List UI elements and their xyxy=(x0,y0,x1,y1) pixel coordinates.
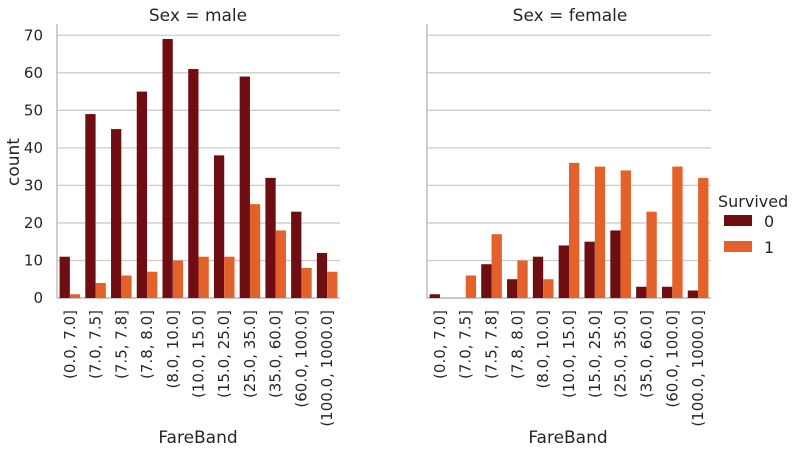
panel-title-female: Sex = female xyxy=(513,6,628,26)
y-tick-label: 30 xyxy=(24,176,43,194)
bar-1-4 xyxy=(543,279,554,298)
bar-1-3 xyxy=(147,271,158,298)
bar-0-10 xyxy=(316,252,328,298)
x-axis-label-male: FareBand xyxy=(158,428,237,448)
bar-1-8 xyxy=(275,230,286,298)
y-tick-label: 0 xyxy=(33,289,43,307)
y-tick-label: 70 xyxy=(24,26,43,44)
bar-1-7 xyxy=(620,170,631,298)
bar-0-1 xyxy=(85,114,96,299)
bar-1-9 xyxy=(672,166,683,298)
y-axis-label: count xyxy=(4,138,24,186)
bar-0-8 xyxy=(265,177,276,298)
panel-male: Sex = male count FareBand 0 10 20 30 40 50 60 7… xyxy=(4,6,340,448)
bar-1-8 xyxy=(646,211,657,298)
y-tick-label: 40 xyxy=(24,139,43,157)
x-tick-label: (7.5, 7.8] xyxy=(112,310,130,379)
y-tick-label: 10 xyxy=(24,251,43,269)
bar-1-6 xyxy=(594,166,606,298)
bar-0-9 xyxy=(661,286,673,298)
bar-0-9 xyxy=(291,211,302,298)
bar-0-3 xyxy=(136,91,148,298)
x-tick-label: (7.0, 7.5] xyxy=(87,310,105,379)
bar-1-5 xyxy=(198,256,209,298)
x-tick-label: (25.0, 35.0] xyxy=(612,310,630,398)
x-axis-label-female: FareBand xyxy=(528,428,607,448)
bar-0-7 xyxy=(610,230,621,298)
bar-0-7 xyxy=(239,76,250,298)
x-tick-label: (60.0, 100.0] xyxy=(292,310,310,408)
bar-0-2 xyxy=(111,129,122,298)
x-tick-label: (10.0, 15.0] xyxy=(560,310,578,398)
legend-label-1: 1 xyxy=(764,238,774,257)
x-tick-label: (7.0, 7.5] xyxy=(457,310,475,379)
bar-0-4 xyxy=(532,256,544,298)
bar-1-3 xyxy=(517,260,528,298)
bar-0-5 xyxy=(558,245,569,298)
bar-0-8 xyxy=(636,286,647,298)
y-tick-label: 20 xyxy=(24,214,43,232)
panel-female: Sex = female FareBand (0.0, 7.0] (7.0, 7.… xyxy=(426,6,711,448)
x-tick-label: (25.0, 35.0] xyxy=(241,310,259,398)
bar-0-3 xyxy=(507,279,518,298)
x-tick-label: (35.0, 60.0] xyxy=(637,310,655,398)
bar-0-5 xyxy=(188,69,199,298)
x-tick-label: (7.8, 8.0] xyxy=(138,310,156,379)
bar-1-2 xyxy=(121,275,132,298)
bar-1-1 xyxy=(465,275,477,298)
bar-0-6 xyxy=(213,155,225,298)
bar-0-0 xyxy=(59,256,70,298)
x-tick-label: (8.0, 10.0] xyxy=(164,310,182,389)
x-tick-label: (15.0, 25.0] xyxy=(586,310,604,398)
legend-title: Survived xyxy=(718,192,788,211)
legend-label-0: 0 xyxy=(764,212,774,231)
bar-1-1 xyxy=(95,282,106,298)
x-tick-label: (15.0, 25.0] xyxy=(215,310,233,398)
x-tick-label: (35.0, 60.0] xyxy=(267,310,285,398)
bar-1-0 xyxy=(69,294,81,298)
bar-1-5 xyxy=(569,162,580,298)
y-tick-label: 50 xyxy=(24,101,43,119)
x-tick-label: (7.8, 8.0] xyxy=(508,310,526,379)
y-tick-label: 60 xyxy=(24,64,43,82)
bar-0-6 xyxy=(584,241,595,298)
bar-1-10 xyxy=(327,271,338,298)
legend-swatch-1 xyxy=(724,241,752,252)
x-tick-label: (100.0, 1000.0] xyxy=(689,310,707,427)
bar-0-4 xyxy=(162,39,173,298)
x-tick-label: (60.0, 100.0] xyxy=(663,310,681,408)
x-tick-label: (8.0, 10.0] xyxy=(534,310,552,389)
legend: Survived 0 1 xyxy=(718,192,788,257)
x-tick-label: (0.0, 7.0] xyxy=(61,310,79,379)
bar-1-6 xyxy=(224,256,235,298)
bar-1-4 xyxy=(172,260,184,298)
x-tick-label: (7.5, 7.8] xyxy=(483,310,501,379)
bar-0-2 xyxy=(481,264,492,298)
legend-swatch-0 xyxy=(724,215,752,226)
bar-1-7 xyxy=(249,204,261,298)
x-tick-label: (0.0, 7.0] xyxy=(431,310,449,379)
x-tick-label: (10.0, 15.0] xyxy=(190,310,208,398)
x-tick-label: (100.0, 1000.0] xyxy=(318,310,336,427)
panel-title-male: Sex = male xyxy=(149,6,247,26)
bar-0-0 xyxy=(429,294,440,298)
bar-0-10 xyxy=(687,290,699,298)
bar-1-2 xyxy=(491,234,502,298)
bar-1-10 xyxy=(698,177,709,298)
bar-1-9 xyxy=(301,267,312,298)
